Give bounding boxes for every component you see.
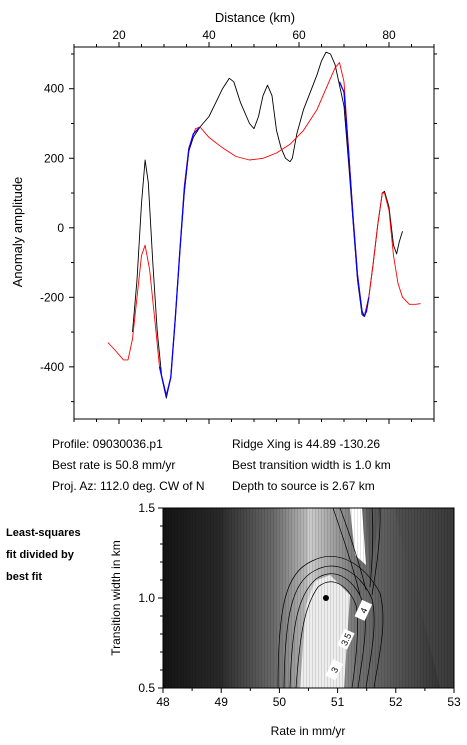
contour-label-bg xyxy=(354,599,373,621)
contour-label: 3 xyxy=(325,659,344,681)
top-plot-frame xyxy=(73,46,435,420)
anomaly-chart: Distance (km) Anomaly amplitude 20 40 60 80… xyxy=(10,10,439,424)
bottom-x-tick-label: 48 xyxy=(156,695,170,709)
info-best-rate: Best rate is 50.8 mm/yr xyxy=(52,458,176,472)
info-proj-az: Proj. Az: 112.0 deg. CW of N xyxy=(52,479,205,493)
contour-label-text: 3.5 xyxy=(339,632,353,648)
bottom-x-tick-label: 53 xyxy=(447,695,461,709)
contour-shading xyxy=(163,507,454,689)
info-depth: Depth to source is 2.67 km xyxy=(232,479,375,493)
info-ridge-xing: Ridge Xing is 44.89 -130.26 xyxy=(232,437,381,451)
top-y-tick-label: -400 xyxy=(40,360,64,374)
bottom-x-tick-label: 49 xyxy=(215,695,229,709)
top-y-tick-label: 0 xyxy=(57,221,64,235)
contour-label-text: 3 xyxy=(329,666,340,675)
contour-line-2 xyxy=(289,573,366,689)
contour-line-3 xyxy=(283,565,375,689)
bottom-y-tick-label: 1.0 xyxy=(138,591,155,605)
bottom-y-tick-label: 0.5 xyxy=(138,681,155,695)
contour-line-7 xyxy=(369,507,374,588)
misfit-label: Least-squares fit divided by best fit xyxy=(6,522,116,588)
misfit-label-line-2: fit divided by xyxy=(6,549,74,561)
contour-label-bg xyxy=(337,628,355,650)
misfit-label-line-1: Least-squares xyxy=(6,527,81,539)
info-best-width: Best transition width is 1.0 km xyxy=(232,458,391,472)
top-x-ticks: 20 40 60 80 xyxy=(73,28,435,424)
top-y-tick-label: 200 xyxy=(44,151,64,165)
hatch-overlay xyxy=(163,508,454,688)
misfit-label-line-3: best fit xyxy=(6,571,43,583)
top-series-group xyxy=(107,51,421,399)
contour-lines xyxy=(277,507,384,689)
top-y-tick-label: 400 xyxy=(44,82,64,96)
series-line-2 xyxy=(158,126,201,398)
bottom-x-axis-label: Rate in mm/yr xyxy=(271,724,346,738)
series-line-1 xyxy=(107,62,421,396)
contour-labels-group: 43.53 xyxy=(325,599,373,681)
top-x-axis-label: Distance (km) xyxy=(215,10,295,25)
bottom-x-ticks: 48 49 50 51 52 53 xyxy=(156,688,461,709)
contour-label: 4 xyxy=(354,599,373,621)
best-fit-point xyxy=(322,595,329,601)
contour-line-4 xyxy=(277,556,384,689)
bottom-x-tick-label: 52 xyxy=(389,695,403,709)
series-line-3 xyxy=(338,81,370,318)
top-x-tick-label: 60 xyxy=(292,28,306,42)
contour-label-text: 4 xyxy=(358,606,369,615)
bottom-y-tick-label: 1.5 xyxy=(138,501,155,515)
contour-label: 3.5 xyxy=(337,628,355,650)
top-x-tick-label: 40 xyxy=(202,28,216,42)
contour-line-1 xyxy=(295,581,359,689)
bottom-y-ticks: 1.5 1.0 0.5 xyxy=(138,501,163,695)
bottom-y-axis-label: Transition width in km xyxy=(109,540,123,656)
info-profile: Profile: 09030036.p1 xyxy=(52,437,163,451)
top-x-tick-label: 80 xyxy=(382,28,396,42)
misfit-contour-chart: 48 49 50 51 52 53 1.51.00.5 43.53 Rate in mm/… xyxy=(109,501,461,738)
contour-line-8 xyxy=(371,507,381,596)
contour-label-bg xyxy=(325,659,344,681)
contour-line-6 xyxy=(332,507,361,596)
bottom-x-tick-label: 50 xyxy=(273,695,287,709)
contour-line-5 xyxy=(339,507,367,591)
top-y-ticks: 400 200 0 -200 -400 xyxy=(40,53,439,403)
top-y-axis-label: Anomaly amplitude xyxy=(10,177,25,288)
top-y-tick-label: -200 xyxy=(40,290,64,304)
top-x-tick-label: 20 xyxy=(112,28,126,42)
bottom-x-tick-label: 51 xyxy=(331,695,345,709)
